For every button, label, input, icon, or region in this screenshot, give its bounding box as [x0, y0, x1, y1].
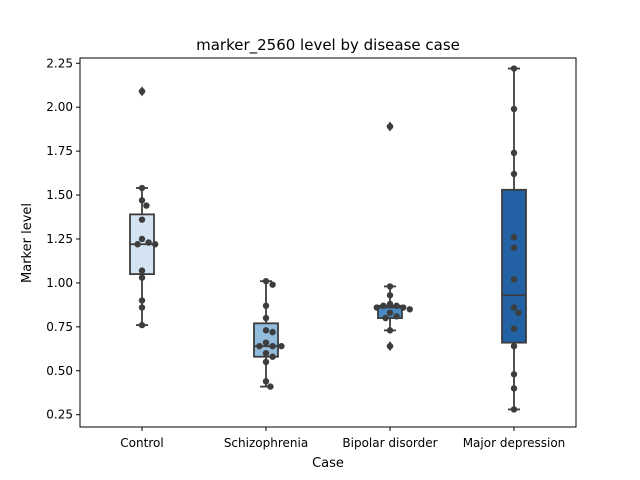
data-point — [138, 216, 146, 223]
data-point — [269, 281, 276, 288]
data-point — [269, 328, 276, 336]
x-axis: Control Schizophrenia Bipolar disorder Majo… — [120, 427, 565, 450]
data-point — [262, 302, 270, 309]
y-axis: 0.25 0.50 0.75 1.00 1.25 1.50 1.75 2.00 2.25 — [46, 56, 80, 422]
y-tick-label: 0.75 — [46, 320, 73, 334]
data-point — [138, 274, 146, 281]
data-point — [393, 313, 400, 320]
data-point — [256, 342, 263, 350]
data-point — [267, 383, 274, 390]
data-point — [510, 304, 518, 311]
data-point — [262, 327, 270, 334]
y-tick-label: 1.25 — [46, 232, 73, 246]
data-point — [278, 342, 285, 350]
swarm-group — [510, 65, 522, 413]
data-point — [510, 170, 518, 178]
data-point — [138, 235, 146, 243]
data-point — [510, 385, 518, 392]
box — [501, 188, 527, 344]
data-point — [269, 353, 276, 360]
data-point — [262, 350, 270, 357]
data-point — [262, 378, 270, 385]
x-tick-label: Bipolar disorder — [342, 436, 437, 450]
data-point — [262, 277, 270, 285]
plot-frame — [79, 57, 577, 428]
data-point — [510, 342, 518, 350]
x-tick-label: Control — [120, 436, 163, 450]
data-point — [386, 123, 394, 130]
y-tick-label: 0.50 — [46, 364, 73, 378]
data-point — [510, 406, 518, 413]
data-point — [138, 267, 146, 274]
plot-area — [129, 65, 527, 413]
swarm-group — [373, 123, 413, 350]
data-point — [386, 283, 394, 290]
data-point — [386, 309, 394, 316]
data-point — [510, 244, 518, 251]
y-tick-label: 1.00 — [46, 276, 73, 290]
data-point — [380, 302, 387, 309]
y-tick-label: 1.50 — [46, 188, 73, 202]
data-point — [510, 325, 518, 332]
box-group — [501, 67, 527, 411]
data-point — [510, 234, 518, 241]
data-point — [373, 304, 380, 311]
data-point — [138, 88, 146, 95]
swarm-group — [134, 88, 159, 329]
data-point — [138, 184, 146, 192]
data-point — [386, 327, 394, 334]
y-tick-label: 2.25 — [46, 56, 73, 70]
x-tick-label: Schizophrenia — [224, 436, 308, 450]
data-point — [386, 300, 394, 308]
data-point — [386, 342, 394, 350]
data-point — [152, 241, 159, 248]
y-tick-label: 2.00 — [46, 100, 73, 114]
data-point — [269, 342, 276, 350]
data-point — [138, 297, 146, 304]
data-point — [262, 339, 270, 346]
y-axis-title: Marker level — [20, 203, 35, 283]
data-point — [510, 65, 518, 72]
data-point — [386, 292, 394, 299]
data-point — [510, 105, 518, 113]
data-point — [145, 239, 152, 246]
y-tick-label: 1.75 — [46, 144, 73, 158]
x-axis-title: Case — [312, 456, 344, 471]
data-point — [382, 314, 389, 322]
data-point — [262, 358, 270, 366]
data-point — [138, 321, 146, 329]
y-tick-label: 0.25 — [46, 408, 73, 422]
data-point — [515, 309, 522, 316]
data-point — [510, 149, 518, 157]
data-point — [262, 314, 270, 322]
data-point — [134, 241, 141, 248]
chart-title: marker_2560 level by disease case — [196, 36, 460, 55]
data-point — [138, 197, 146, 204]
data-point — [143, 202, 150, 209]
data-point — [138, 304, 146, 311]
x-tick-label: Major depression — [463, 436, 566, 450]
data-point — [510, 276, 518, 283]
swarm-group — [256, 277, 285, 390]
data-point — [393, 302, 400, 309]
data-point — [510, 371, 518, 378]
data-point — [406, 306, 413, 313]
data-point — [400, 304, 407, 311]
